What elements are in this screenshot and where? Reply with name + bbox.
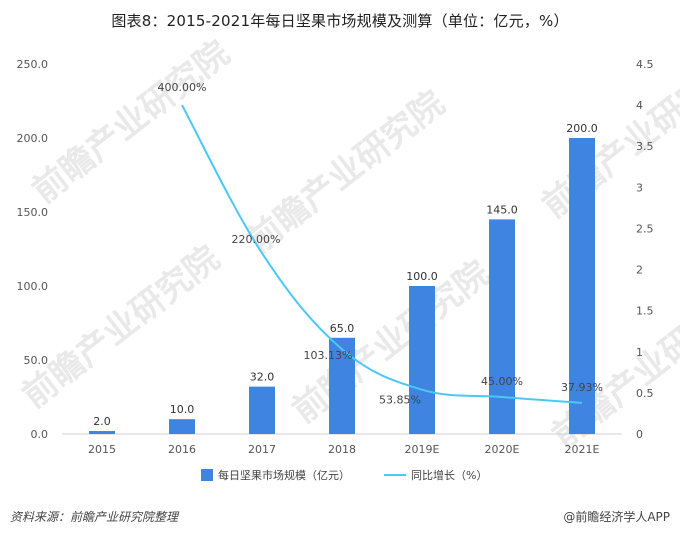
bar-value-label: 32.0 (250, 371, 275, 384)
line-value-label: 45.00% (481, 375, 523, 388)
y-left-tick-label: 250.0 (17, 58, 49, 71)
x-tick-label: 2015 (88, 443, 116, 456)
y-right-tick-label: 4 (636, 99, 643, 112)
x-tick-label: 2019E (405, 443, 440, 456)
y-right-tick-label: 0.5 (636, 387, 654, 400)
y-left-tick-label: 100.0 (17, 280, 49, 293)
line-value-label: 37.93% (561, 381, 603, 394)
line-value-label: 400.00% (158, 81, 207, 94)
legend-line-label: 同比增长（%） (411, 468, 487, 482)
bar-value-label: 10.0 (170, 403, 195, 416)
x-tick-label: 2017 (248, 443, 276, 456)
x-tick-label: 2021E (565, 443, 600, 456)
brand-label: @前瞻经济学人APP (563, 510, 670, 524)
x-tick-label: 2020E (485, 443, 520, 456)
source-note: 资料来源：前瞻产业研究院整理 (10, 510, 179, 524)
y-right-tick-label: 0 (636, 428, 643, 441)
legend-bar-swatch (201, 469, 213, 481)
growth-line (181, 104, 583, 404)
x-tick-label: 2018 (328, 443, 356, 456)
line-value-label: 53.85% (379, 394, 421, 407)
bar-value-label: 2.0 (93, 415, 111, 428)
bar (489, 219, 515, 434)
legend-bar-label: 每日坚果市场规模（亿元） (218, 468, 350, 482)
y-left-tick-label: 50.0 (24, 354, 49, 367)
chart-title: 图表8：2015-2021年每日坚果市场规模及测算（单位：亿元，%） (111, 12, 569, 30)
y-left-tick-label: 0.0 (31, 428, 49, 441)
y-left-tick-label: 150.0 (17, 206, 49, 219)
bar (169, 419, 195, 434)
y-left-tick-label: 200.0 (17, 132, 49, 145)
y-right-tick-label: 2.5 (636, 222, 654, 235)
y-right-tick-label: 3 (636, 181, 643, 194)
y-right-tick-label: 4.5 (636, 58, 654, 71)
bar-value-label: 65.0 (330, 322, 355, 335)
bar-value-label: 145.0 (486, 203, 518, 216)
bar-value-label: 200.0 (566, 122, 598, 135)
line-value-label: 220.00% (232, 233, 281, 246)
bar (409, 286, 435, 434)
bar-value-label: 100.0 (406, 270, 438, 283)
bar (89, 431, 115, 434)
line-value-label: 103.13% (304, 349, 353, 362)
y-right-tick-label: 1.5 (636, 305, 654, 318)
y-right-tick-label: 2 (636, 264, 643, 277)
bar (249, 386, 275, 434)
y-right-tick-label: 3.5 (636, 140, 654, 153)
bar (569, 138, 595, 434)
bar (329, 337, 355, 434)
x-tick-label: 2016 (168, 443, 196, 456)
y-right-tick-label: 1 (636, 346, 643, 359)
